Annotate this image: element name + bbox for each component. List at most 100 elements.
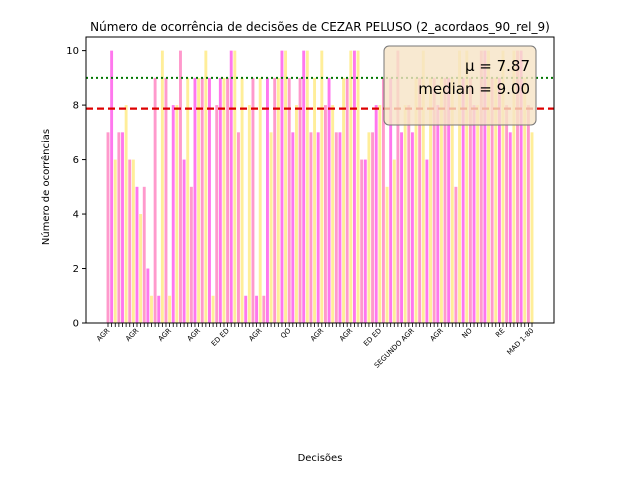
mean-label: μ = 7.87 [465, 57, 530, 75]
bar [323, 105, 327, 323]
bar [461, 77, 465, 323]
bar [436, 105, 440, 323]
bar [313, 77, 317, 323]
bar [465, 50, 469, 324]
bar [490, 77, 494, 323]
bar [519, 50, 523, 324]
y-tick-label: 0 [73, 319, 79, 330]
bar [121, 132, 124, 323]
x-tick-label: AGR [247, 327, 263, 343]
bar [305, 50, 309, 324]
bar [139, 214, 143, 323]
bar [255, 295, 259, 323]
bar [497, 77, 501, 323]
bar [117, 132, 121, 323]
bar [418, 77, 422, 323]
bar [396, 50, 400, 324]
bar [182, 159, 186, 323]
bar [439, 77, 443, 323]
y-axis-title: Número de ocorrências [40, 129, 52, 245]
bar [197, 77, 201, 323]
bar [403, 105, 407, 323]
bar [392, 159, 396, 323]
bar [237, 132, 240, 323]
bar [523, 77, 527, 323]
bar [345, 77, 349, 323]
bar [530, 132, 534, 323]
bar [160, 50, 164, 324]
bar [302, 50, 306, 324]
x-tick-label: ED ED [210, 327, 231, 348]
bar [142, 186, 146, 323]
bar [193, 77, 197, 323]
bar [131, 159, 135, 323]
bar [363, 159, 367, 323]
bar [186, 77, 190, 323]
bar [468, 77, 472, 323]
bar [218, 77, 222, 323]
bar [338, 132, 342, 323]
bar [273, 77, 277, 323]
bar [487, 50, 490, 324]
bar [276, 77, 280, 323]
bar [356, 50, 360, 324]
bar [128, 159, 132, 323]
median-label: median = 9.00 [418, 80, 530, 98]
bar [371, 132, 374, 323]
x-tick-label: AGR [95, 327, 111, 343]
bar [512, 50, 516, 324]
bar [309, 132, 313, 323]
bar [179, 50, 182, 324]
bar [284, 50, 288, 324]
bar [233, 50, 237, 324]
bar [454, 186, 458, 323]
chart-title: Número de ocorrência de decisões de CEZA… [90, 20, 550, 34]
bar [208, 77, 211, 323]
bar [266, 77, 269, 323]
bar [110, 50, 114, 324]
bar [106, 132, 110, 323]
bar [385, 186, 389, 323]
y-tick-label: 4 [73, 210, 79, 221]
bar [244, 295, 248, 323]
bar [505, 105, 509, 323]
x-tick-label: AGR [429, 327, 445, 343]
x-tick-label: NO [461, 326, 475, 340]
bar [360, 159, 364, 323]
bar [526, 105, 530, 323]
bar [400, 132, 403, 323]
bar [204, 50, 208, 324]
bar [113, 159, 117, 323]
bar [334, 132, 338, 323]
x-tick-label: RE [494, 327, 506, 339]
bar [450, 77, 454, 323]
bar [229, 50, 233, 324]
bar [287, 77, 291, 323]
bar [258, 77, 262, 323]
plot-frame [85, 36, 555, 324]
bar [342, 77, 346, 323]
bar [476, 105, 480, 323]
bar [494, 77, 498, 323]
bar [508, 132, 512, 323]
bar [389, 77, 393, 323]
y-tick-label: 10 [66, 46, 79, 57]
bar [150, 295, 153, 323]
bar [410, 132, 414, 323]
bar [374, 105, 378, 323]
x-tick-label: AGR [124, 327, 140, 343]
x-tick-label: ED ED [362, 327, 383, 348]
bar [157, 295, 161, 323]
bar [124, 105, 128, 323]
bar [349, 50, 353, 324]
bar [226, 77, 230, 323]
bar [443, 77, 447, 323]
bar [200, 77, 204, 323]
bar [352, 50, 356, 324]
bar [171, 105, 175, 323]
bar [458, 50, 461, 324]
x-tick-label: AGR [186, 327, 202, 343]
bar [251, 77, 255, 323]
x-tick-label: AGR [309, 327, 325, 343]
